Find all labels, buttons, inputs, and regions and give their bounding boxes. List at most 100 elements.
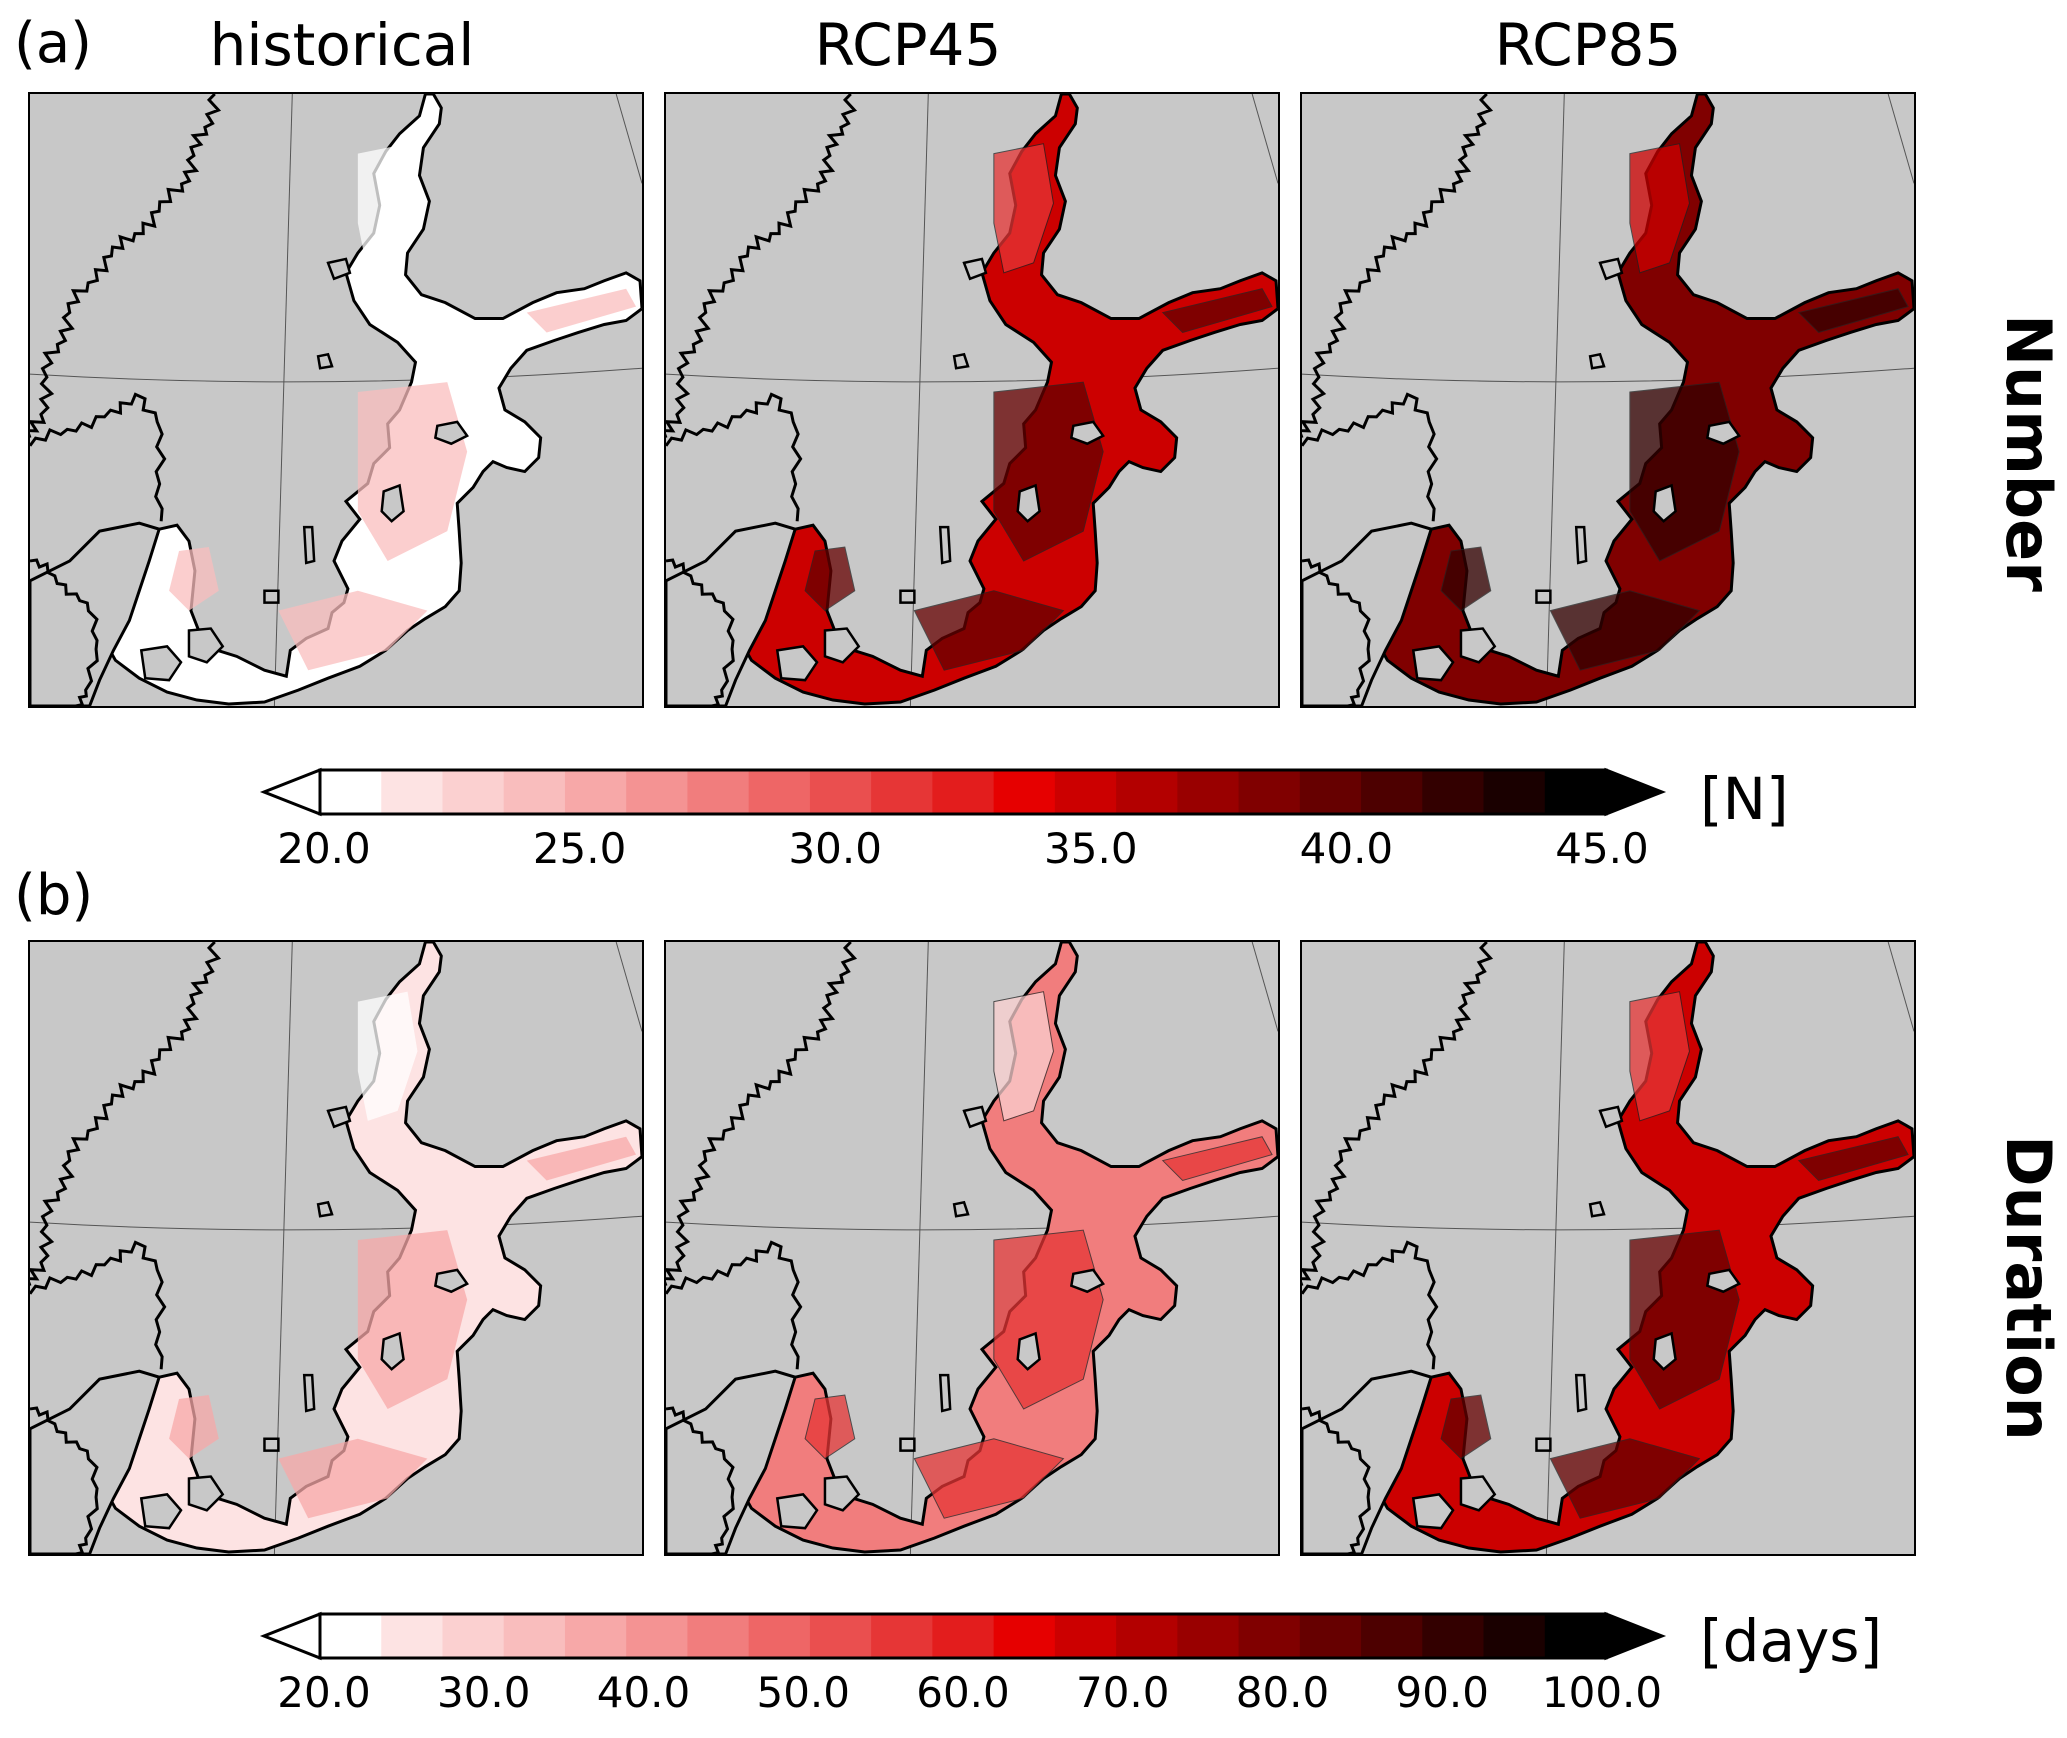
island (1069, 1268, 1105, 1294)
island (952, 352, 970, 370)
map-duration-historical (28, 940, 644, 1556)
island (1598, 257, 1624, 281)
colorbar-swatch (1422, 1614, 1485, 1658)
colorbar-swatch (932, 770, 995, 814)
island (316, 352, 334, 370)
colorbar-swatch (748, 770, 811, 814)
longitude-gridline (273, 94, 293, 706)
island (952, 1200, 970, 1218)
norway-coastline (30, 942, 222, 1286)
island (1705, 1268, 1741, 1294)
longitude-gridline (1251, 94, 1278, 184)
colorbar-swatch (1544, 770, 1607, 814)
colorbar-tick-label: 30.0 (436, 1668, 531, 1717)
island (899, 1437, 916, 1452)
island (1652, 1331, 1677, 1371)
colorbar-tick-label: 30.0 (788, 824, 882, 873)
sweden-west-coastline (30, 1240, 167, 1370)
colorbar-swatch (1361, 770, 1423, 814)
contour-region (1629, 991, 1690, 1122)
contour-region (1797, 288, 1909, 334)
colorbar-tick-label: 35.0 (1044, 824, 1138, 873)
contour-region (1440, 546, 1492, 612)
colorbar-swatch (626, 770, 689, 814)
island (326, 257, 352, 281)
contour-region (169, 547, 219, 611)
colorbar-swatch (503, 770, 566, 814)
island (326, 1105, 352, 1129)
baltic-sea-map (666, 94, 1278, 706)
longitude-gridline (1545, 94, 1565, 706)
island (139, 645, 183, 682)
colorbar-swatch (1238, 770, 1301, 814)
colorbar-swatch (442, 770, 505, 814)
colorbar-swatch (1054, 1614, 1117, 1658)
jutland-land (666, 521, 798, 706)
column-title-rcp85: RCP85 (1494, 11, 1682, 79)
colorbar-swatch (809, 770, 872, 814)
contour-region (913, 1438, 1065, 1519)
map-number-rcp45 (664, 92, 1280, 708)
colorbar-swatch (871, 770, 933, 814)
island (962, 257, 988, 281)
colorbar-swatch (626, 1614, 689, 1658)
norway-coastline (1302, 94, 1494, 438)
colorbar-unit-number: [N] (1700, 765, 1789, 833)
colorbar-swatch (1177, 1614, 1240, 1658)
map-duration-rcp45 (664, 940, 1280, 1556)
island (1535, 1437, 1552, 1452)
island (380, 483, 405, 523)
baltic-sea-map (1302, 942, 1914, 1554)
island (433, 1268, 469, 1294)
colorbar-swatch (993, 1614, 1056, 1658)
colorbar-swatch (1361, 1614, 1423, 1658)
sweden-west-coastline (1302, 1240, 1439, 1370)
longitude-gridline (615, 942, 642, 1032)
panel-label-a: (a) (14, 11, 93, 76)
colorbar-tick-label: 25.0 (532, 824, 627, 873)
island (1459, 1475, 1497, 1512)
jutland-land (1302, 521, 1434, 706)
longitude-gridline (1251, 942, 1278, 1032)
colorbar-under-arrow (259, 767, 322, 817)
island (823, 627, 861, 664)
colorbar-swatch (748, 1614, 811, 1658)
colorbar-tick-label: 40.0 (1299, 824, 1394, 873)
island (380, 1331, 405, 1371)
latitude-gridline (30, 1215, 642, 1231)
colorbar-swatch (1116, 770, 1178, 814)
island (775, 645, 819, 682)
jutland-land (666, 1369, 798, 1554)
sweden-west-coastline (30, 392, 167, 522)
colorbar-swatch (564, 1614, 627, 1658)
island (823, 1475, 861, 1512)
jutland-land (30, 521, 162, 706)
contour-region (1161, 1136, 1273, 1182)
norway-coastline (666, 942, 858, 1286)
colorbar-under-arrow (259, 1611, 322, 1661)
german-coastline (30, 558, 99, 706)
island (1459, 627, 1497, 664)
contour-region (278, 590, 428, 671)
colorbar-tick-label: 20.0 (277, 1668, 371, 1717)
contour-region (278, 1438, 428, 1519)
contour-region (1629, 143, 1690, 274)
colorbar-swatch (809, 1614, 872, 1658)
panel-label-b: (b) (14, 863, 94, 928)
column-title-rcp45: RCP45 (814, 11, 1002, 79)
longitude-gridline (615, 94, 642, 184)
contour-region (526, 1136, 637, 1181)
latitude-gridline (30, 367, 642, 383)
german-coastline (666, 1406, 735, 1554)
longitude-gridline (909, 94, 929, 706)
latitude-gridline (666, 1215, 1278, 1231)
contour-region (804, 1394, 856, 1460)
island (302, 1373, 316, 1413)
german-coastline (1302, 1406, 1371, 1554)
norway-coastline (1302, 942, 1494, 1286)
island (316, 1200, 334, 1218)
island (1016, 483, 1041, 523)
colorbar-swatch (1054, 770, 1117, 814)
island (263, 1437, 280, 1452)
row-title-number: Number (1992, 314, 2065, 592)
